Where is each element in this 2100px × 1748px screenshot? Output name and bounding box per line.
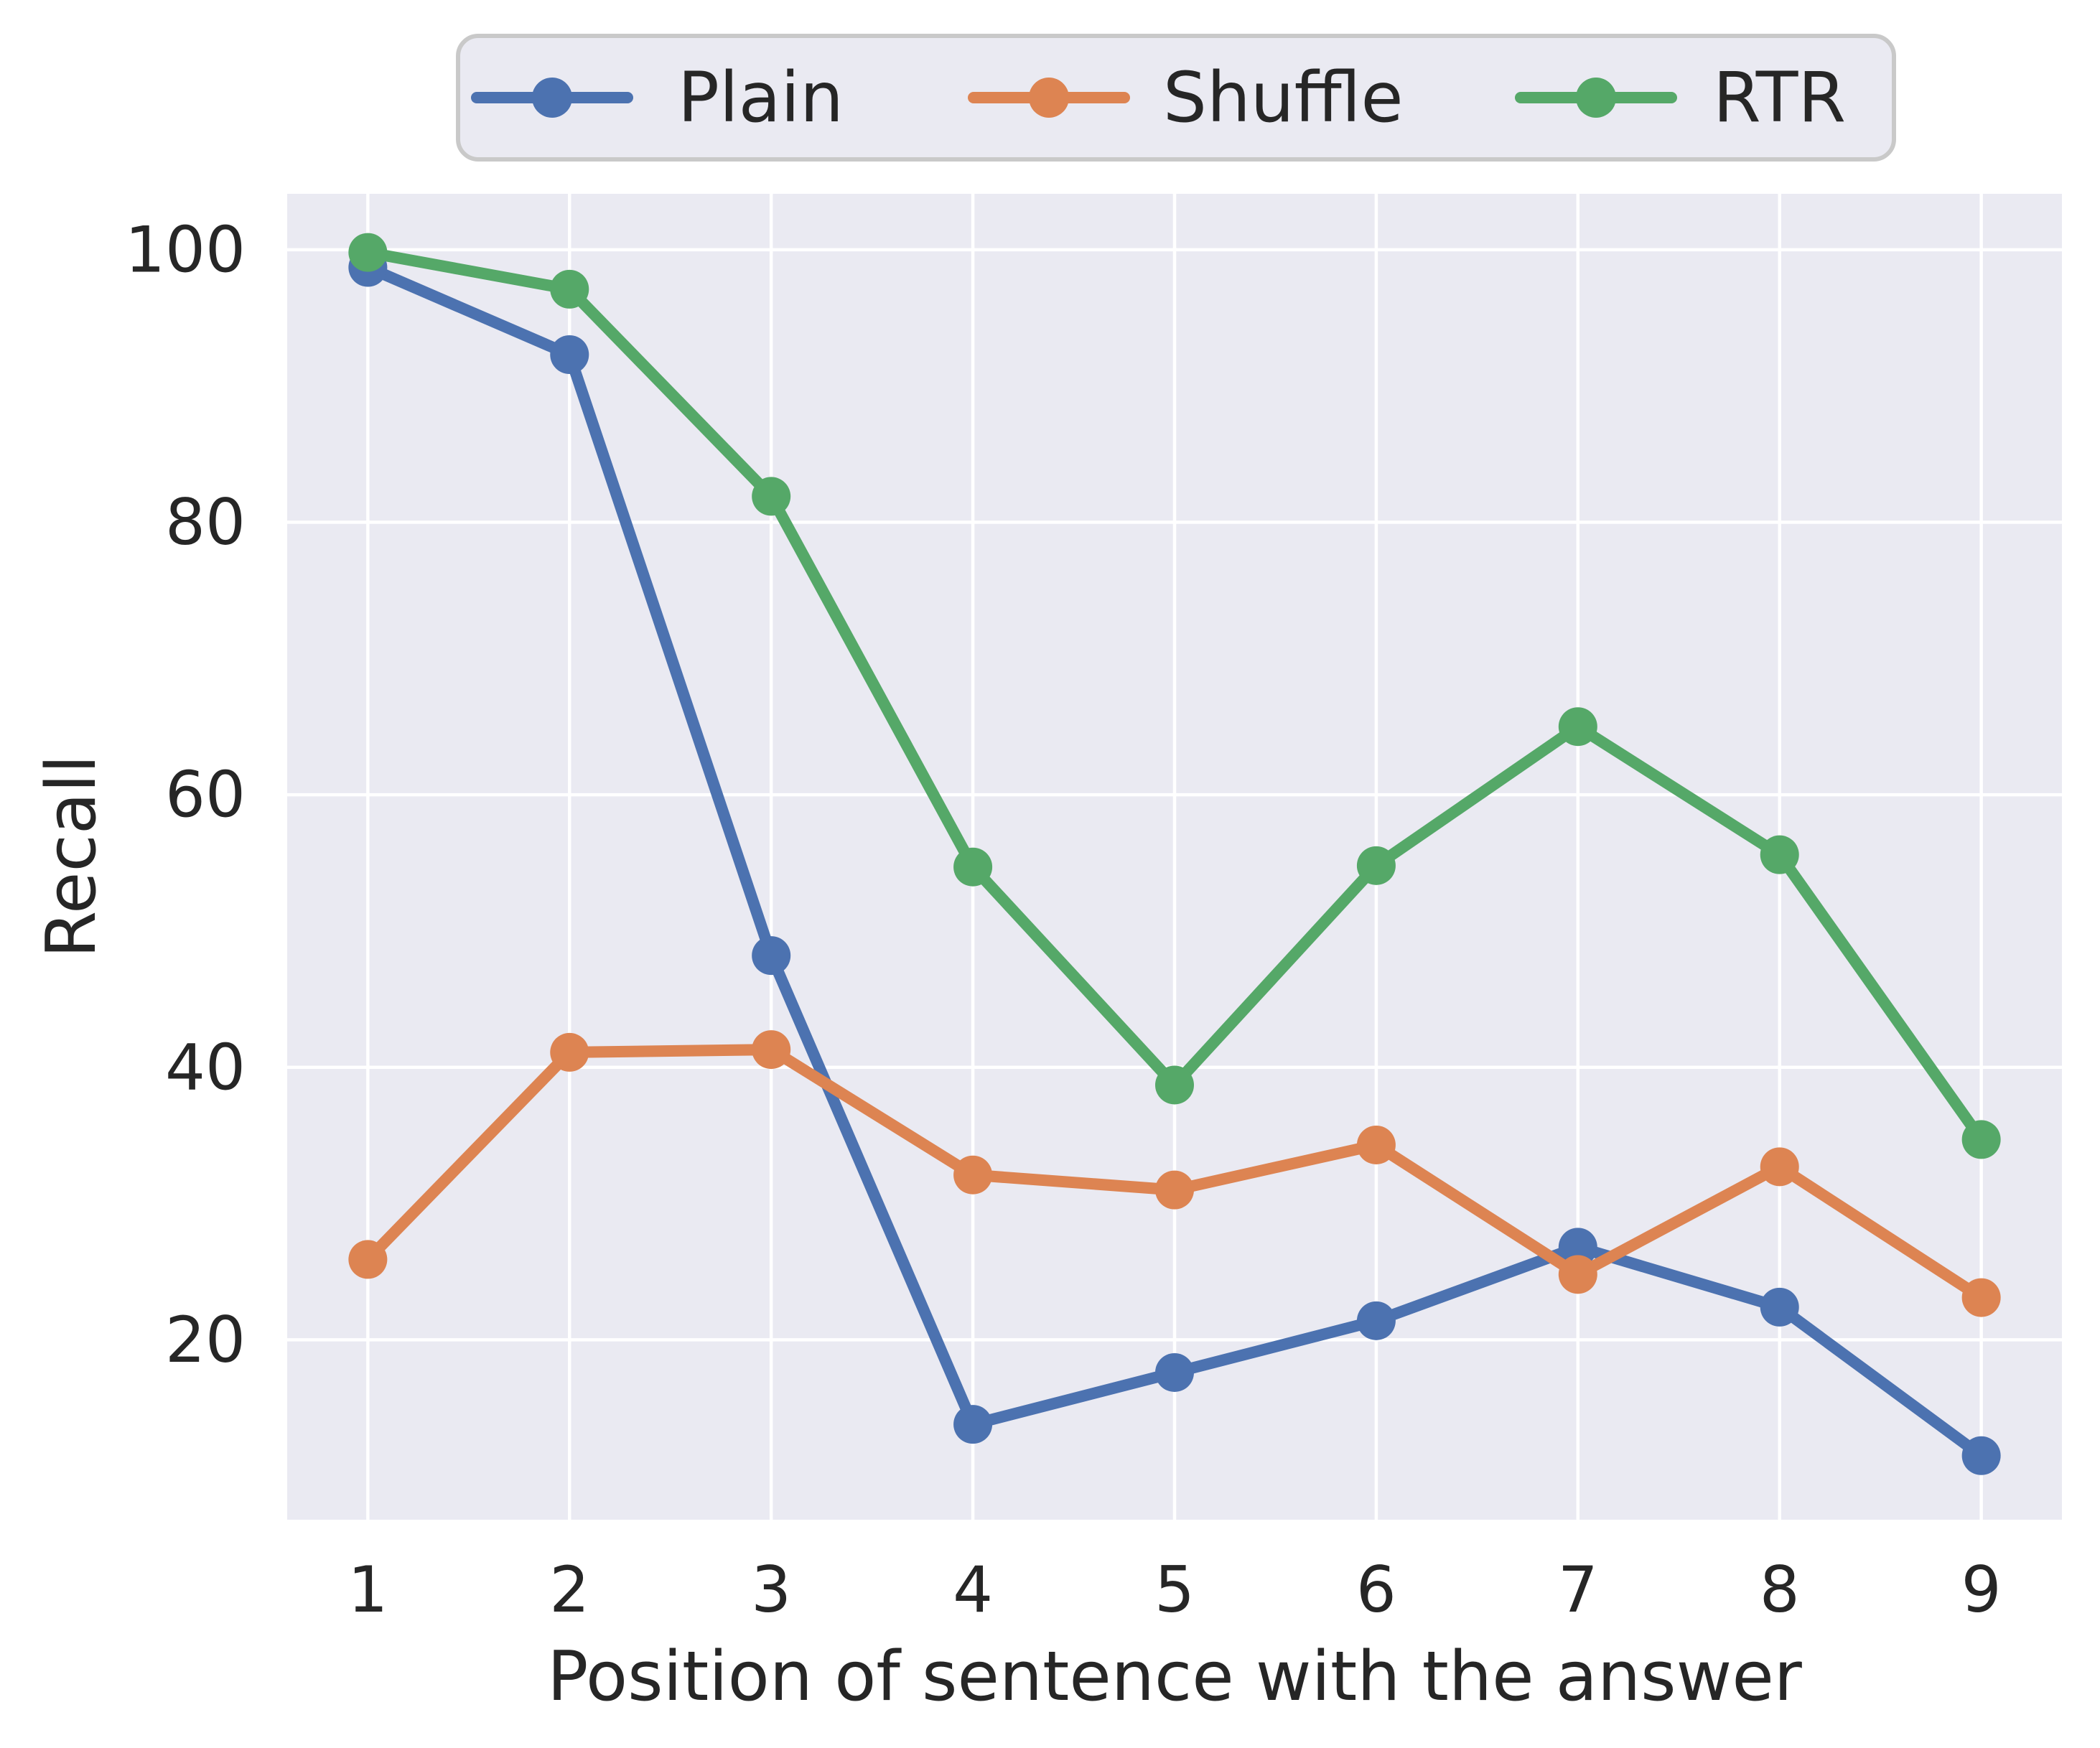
data-point-rtr-x5 [1155, 1065, 1194, 1105]
data-point-shuffle-x1 [348, 1240, 388, 1279]
data-point-plain-x5 [1155, 1352, 1194, 1392]
data-point-rtr-x1 [348, 233, 388, 272]
legend-item-plain: Plain [471, 57, 844, 138]
data-point-shuffle-x3 [752, 1030, 791, 1070]
legend-marker-rtr [1576, 78, 1616, 118]
data-point-shuffle-x6 [1356, 1125, 1396, 1164]
data-point-shuffle-x2 [550, 1032, 589, 1072]
legend-label-rtr: RTR [1713, 57, 1846, 138]
data-point-plain-x9 [1961, 1436, 2001, 1475]
data-point-rtr-x9 [1961, 1120, 2001, 1159]
data-point-shuffle-x5 [1155, 1170, 1194, 1210]
y-tick-label-40: 40 [165, 1030, 246, 1104]
data-point-rtr-x7 [1558, 707, 1597, 747]
data-point-rtr-x6 [1356, 846, 1396, 885]
data-point-plain-x6 [1356, 1301, 1396, 1340]
y-tick-label-80: 80 [165, 485, 246, 559]
x-tick-label-5: 5 [1154, 1553, 1195, 1627]
y-tick-label-20: 20 [165, 1303, 246, 1377]
data-point-shuffle-x8 [1760, 1147, 1799, 1187]
x-tick-label-2: 2 [549, 1553, 589, 1627]
x-tick-label-1: 1 [347, 1553, 388, 1627]
legend-marker-plain [532, 78, 572, 118]
y-axis-label: Recall [32, 754, 111, 958]
data-point-rtr-x8 [1760, 835, 1799, 874]
data-point-rtr-x2 [550, 269, 589, 309]
x-tick-label-9: 9 [1961, 1553, 2002, 1627]
x-tick-label-8: 8 [1760, 1553, 1800, 1627]
x-tick-label-6: 6 [1356, 1553, 1396, 1627]
legend-label-shuffle: Shuffle [1163, 57, 1404, 138]
y-tick-label-100: 100 [125, 212, 246, 286]
data-point-shuffle-x9 [1961, 1278, 2001, 1317]
data-point-plain-x3 [752, 936, 791, 976]
legend-marker-shuffle [1029, 78, 1069, 118]
data-point-shuffle-x4 [953, 1155, 993, 1195]
data-point-plain-x2 [550, 335, 589, 374]
legend-box [456, 34, 1896, 162]
legend-item-shuffle: Shuffle [968, 57, 1404, 138]
data-point-rtr-x4 [953, 847, 993, 887]
x-tick-label-7: 7 [1558, 1553, 1598, 1627]
x-tick-label-3: 3 [751, 1553, 791, 1627]
data-point-plain-x4 [953, 1405, 993, 1444]
data-point-plain-x7 [1558, 1228, 1597, 1267]
data-point-plain-x8 [1760, 1287, 1799, 1327]
x-tick-label-4: 4 [953, 1553, 993, 1627]
data-point-rtr-x3 [752, 477, 791, 516]
data-point-shuffle-x7 [1558, 1255, 1597, 1294]
legend-label-plain: Plain [678, 57, 844, 138]
x-axis-label: Position of sentence with the answer [547, 1637, 1803, 1716]
legend-item-rtr: RTR [1515, 57, 1846, 138]
y-tick-label-60: 60 [165, 758, 246, 832]
